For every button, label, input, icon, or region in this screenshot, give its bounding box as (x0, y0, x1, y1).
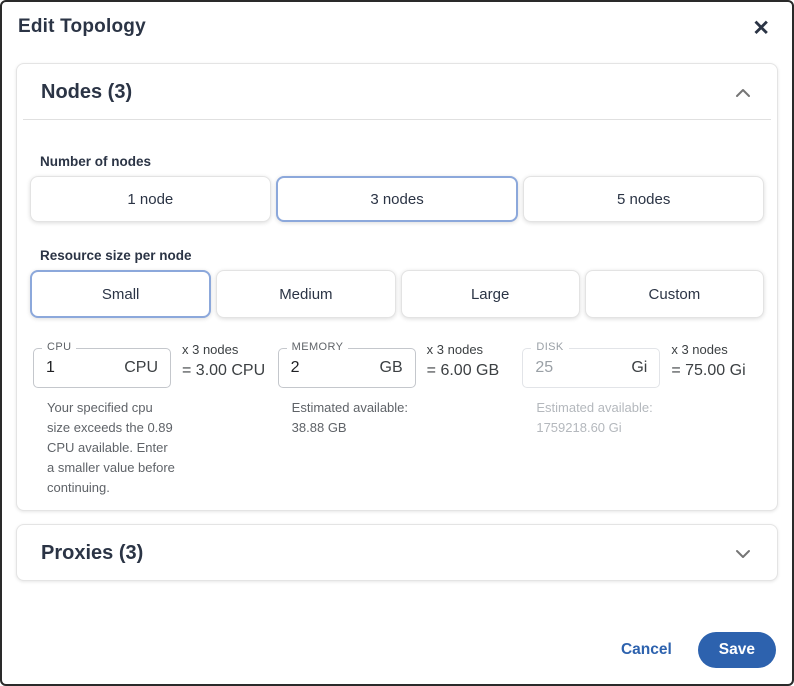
size-option-large[interactable]: Large (400, 270, 580, 318)
close-icon[interactable]: ✕ (748, 16, 774, 41)
size-option-custom[interactable]: Custom (584, 270, 764, 318)
proxies-section-title: Proxies (3) (41, 542, 144, 564)
memory-total-text: = 6.00 GB (426, 362, 500, 379)
resource-size-label: Resource size per node (40, 248, 192, 263)
chevron-down-icon (735, 549, 751, 559)
resource-size-group: Small Medium Large Custom (30, 270, 764, 318)
memory-input-box: GB (277, 348, 416, 388)
cpu-multiplier-text: x 3 nodes (182, 342, 239, 357)
disk-input (535, 359, 626, 377)
cancel-button[interactable]: Cancel (620, 641, 672, 658)
memory-field-label: MEMORY (286, 341, 349, 353)
cpu-helper-text: Your specified cpu size exceeds the 0.89… (47, 400, 175, 495)
size-option-small[interactable]: Small (30, 270, 212, 318)
nodes-accordion-header[interactable]: Nodes (3) (17, 64, 777, 119)
dialog-footer: Cancel Save (2, 622, 792, 684)
node-count-option-1[interactable]: 1 node (30, 176, 271, 222)
proxies-accordion-header[interactable]: Proxies (3) (17, 525, 777, 580)
nodes-accordion: Nodes (3) Number of nodes 1 node 3 nodes… (16, 63, 778, 511)
memory-helper-text: Estimated available: 38.88 GB (291, 400, 409, 435)
memory-resource-column: MEMORY GB x 3 nodes = 6.00 GB Estimated … (275, 341, 520, 498)
resource-inputs-row: CPU CPU x 3 nodes = 3.00 CPU Your specif… (30, 340, 764, 498)
disk-resource-column: DISK Gi x 3 nodes = 75.00 Gi Estimated a… (519, 341, 764, 498)
dialog-header: Edit Topology ✕ (2, 2, 792, 41)
node-count-option-5[interactable]: 5 nodes (523, 176, 765, 222)
disk-helper-text: Estimated available: 1759218.60 Gi (536, 400, 653, 435)
cpu-resource-column: CPU CPU x 3 nodes = 3.00 CPU Your specif… (30, 341, 275, 498)
cpu-input[interactable] (46, 359, 119, 377)
cpu-unit-suffix: CPU (124, 359, 158, 376)
memory-multiplier-text: x 3 nodes (426, 342, 484, 357)
proxies-accordion: Proxies (3) (16, 524, 778, 581)
number-of-nodes-label: Number of nodes (40, 154, 152, 169)
size-option-medium[interactable]: Medium (216, 270, 396, 318)
disk-field-label: DISK (531, 341, 569, 353)
cpu-field-label: CPU (42, 341, 77, 353)
disk-multiplier-text: x 3 nodes (671, 342, 728, 357)
memory-unit-suffix: GB (379, 359, 403, 376)
number-of-nodes-group: 1 node 3 nodes 5 nodes (30, 176, 765, 222)
dialog-title: Edit Topology (18, 16, 146, 37)
nodes-accordion-body: Number of nodes 1 node 3 nodes 5 nodes R… (17, 154, 777, 510)
save-button[interactable]: Save (697, 632, 776, 668)
node-count-option-3[interactable]: 3 nodes (275, 176, 519, 222)
memory-input[interactable] (290, 359, 374, 377)
cpu-input-box: CPU (33, 348, 171, 388)
disk-input-box: Gi (522, 348, 661, 388)
disk-unit-suffix: Gi (631, 359, 648, 376)
cpu-total-text: = 3.00 CPU (182, 362, 266, 379)
chevron-up-icon (735, 88, 751, 98)
header-divider (23, 119, 771, 120)
disk-total-text: = 75.00 Gi (671, 362, 746, 379)
nodes-section-title: Nodes (3) (41, 81, 133, 103)
